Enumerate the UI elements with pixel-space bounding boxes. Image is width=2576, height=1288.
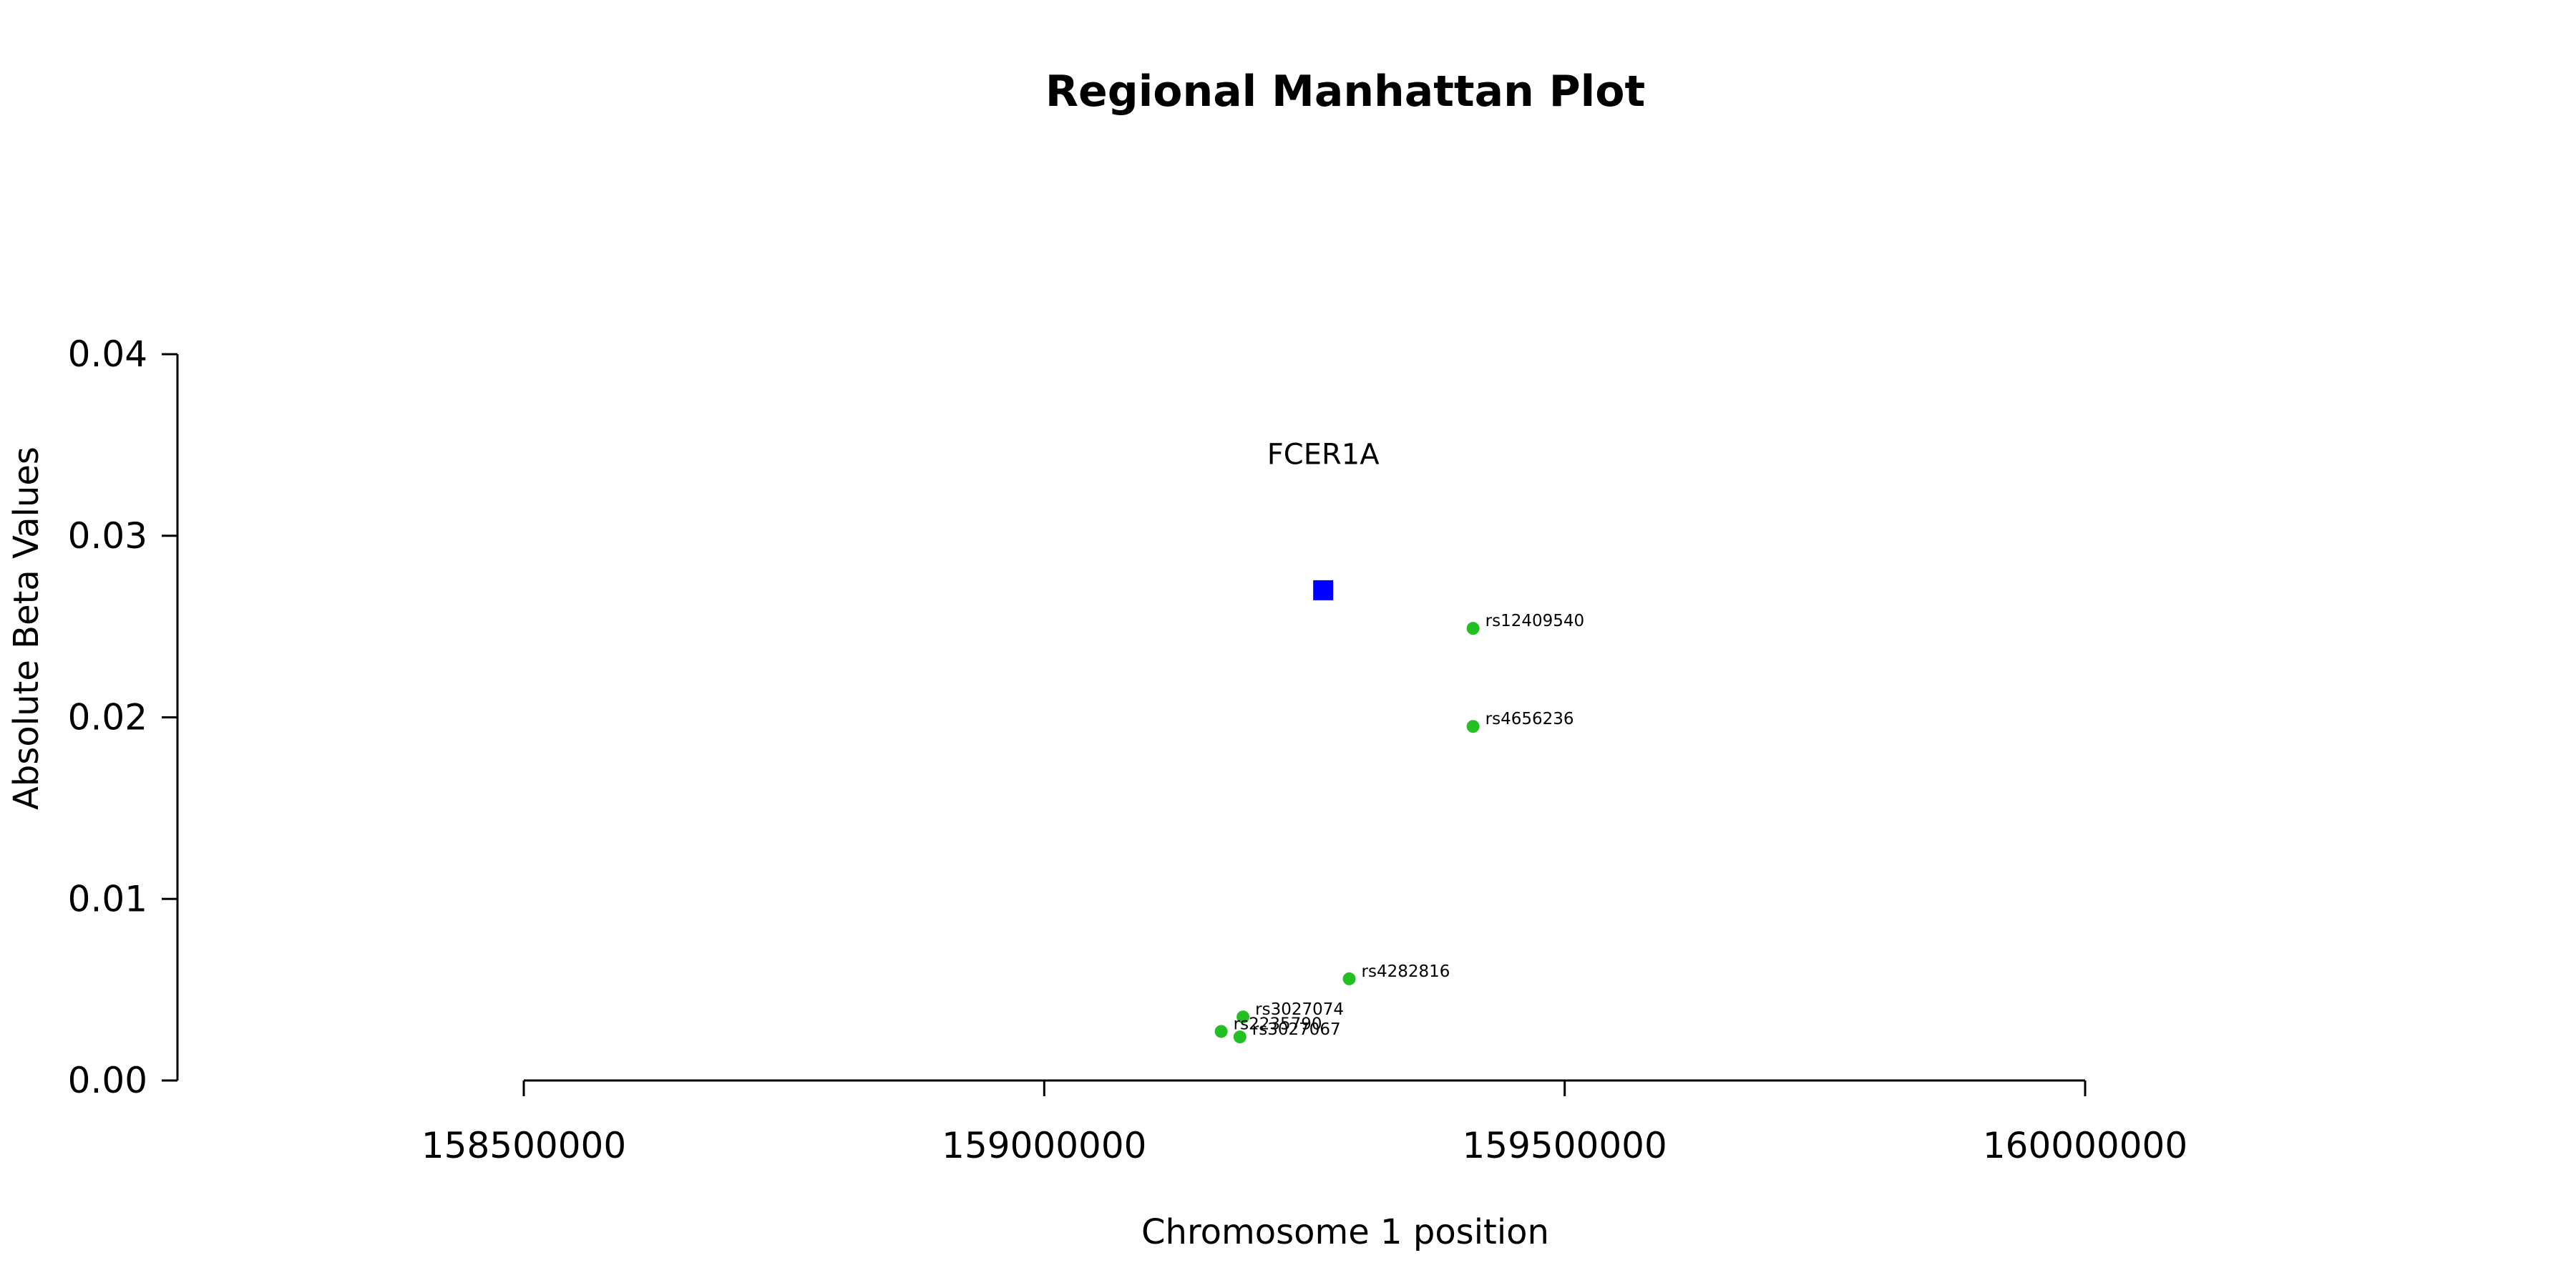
snp-point xyxy=(1466,622,1480,635)
gene-marker xyxy=(1313,580,1334,600)
gene-group: FCER1A xyxy=(1267,439,1380,600)
y-tick-label: 0.00 xyxy=(68,1060,147,1101)
y-tick-label: 0.02 xyxy=(68,697,147,738)
snp-points: rs12409540 rs4656236 rs4282816 rs3027074rs2… xyxy=(1214,612,1585,1044)
x-tick-label: 160000000 xyxy=(1983,1125,2187,1166)
snp-label: rs4656236 xyxy=(1485,710,1574,728)
y-tick-label: 0.03 xyxy=(68,515,147,557)
snp-point xyxy=(1236,1010,1250,1024)
y-axis-label: Absolute Beta Values xyxy=(6,447,47,810)
x-tick-label: 159500000 xyxy=(1463,1125,1667,1166)
x-axis-label: Chromosome 1 position xyxy=(1141,1212,1549,1252)
snp-label: rs3027067 xyxy=(1252,1020,1341,1039)
snp-point xyxy=(1342,972,1356,985)
x-tick-label: 158500000 xyxy=(421,1125,626,1166)
snp-point xyxy=(1233,1030,1246,1044)
x-tick-label: 159000000 xyxy=(942,1125,1146,1166)
snp-label: rs12409540 xyxy=(1485,612,1585,630)
y-tick-label: 0.01 xyxy=(68,878,147,919)
y-tick-label: 0.04 xyxy=(68,333,147,375)
chart-title: Regional Manhattan Plot xyxy=(1045,67,1645,117)
snp-point xyxy=(1466,720,1480,733)
snp-label: rs4282816 xyxy=(1362,962,1450,981)
x-axis: 158500000 159000000 159500000 160000000 xyxy=(421,1079,2187,1166)
y-axis: 0.00 0.01 0.02 0.03 0.04 xyxy=(68,333,179,1101)
snp-point xyxy=(1214,1025,1228,1038)
gene-label: FCER1A xyxy=(1267,439,1380,472)
snp-label: rs2235790 xyxy=(1234,1015,1322,1033)
snp-label: rs3027074 xyxy=(1255,1000,1344,1019)
